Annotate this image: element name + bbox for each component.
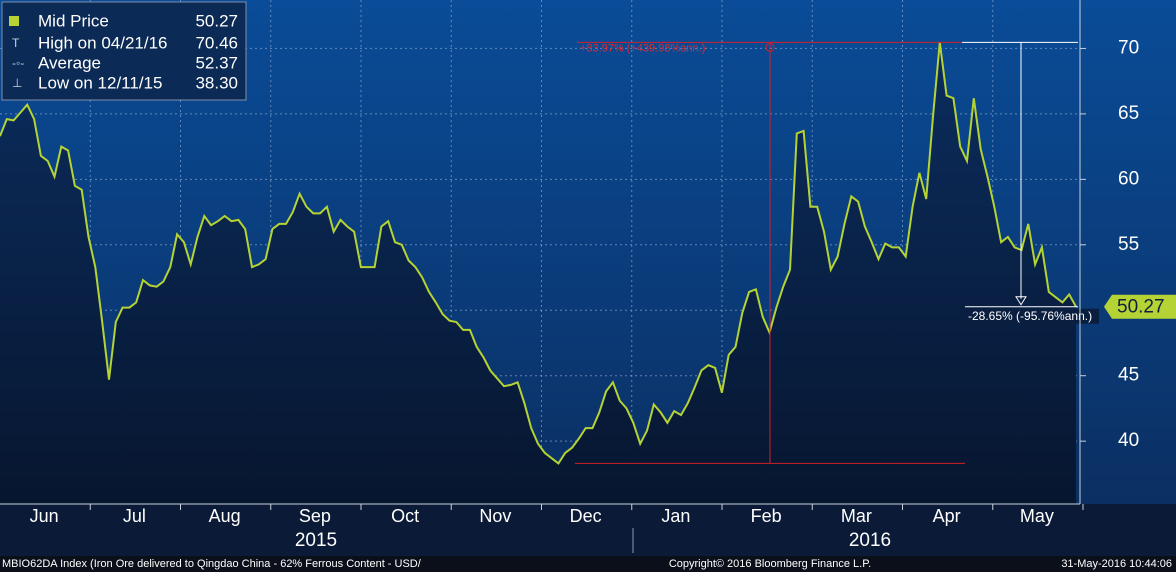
legend-stat-value: 52.37 <box>195 53 238 72</box>
x-tick-label: Feb <box>751 506 782 526</box>
year-label: 2015 <box>295 530 337 551</box>
x-tick-label: Aug <box>209 506 241 526</box>
x-tick-label: Oct <box>391 506 419 526</box>
drop-arrow-head <box>1015 296 1027 306</box>
x-tick-label: Jan <box>661 506 690 526</box>
x-tick-label: Jun <box>30 506 59 526</box>
price-line <box>0 42 1077 465</box>
x-tick-label: Nov <box>479 506 511 526</box>
x-axis-band <box>0 504 1176 556</box>
legend-glyph: T <box>12 36 20 50</box>
legend-stat-value: 38.30 <box>195 73 238 92</box>
y-tick-label: 55 <box>1118 234 1139 255</box>
year-label: 2016 <box>849 530 891 551</box>
legend-glyph: -◦- <box>12 56 24 70</box>
legend-stat-label: Average <box>38 53 101 72</box>
footer-left: MBIO62DA Index (Iron Ore delivered to Qi… <box>2 558 422 570</box>
gain-annotation: +83.97% (+439.98%ann.) <box>580 42 705 54</box>
drop-annotation-box <box>965 308 1099 324</box>
x-tick-label: Jul <box>123 506 146 526</box>
gain-marker <box>765 42 775 52</box>
x-tick-label: Apr <box>933 506 961 526</box>
legend-value: 50.27 <box>195 11 238 30</box>
area-fill <box>0 42 1076 505</box>
legend: Mid Price 50.27 T High on 04/21/16 70.46 -◦- A… <box>1 1 247 101</box>
legend-swatch <box>9 16 19 26</box>
x-tick-label: Dec <box>570 506 602 526</box>
legend-stat-label: High on 04/21/16 <box>38 33 168 52</box>
footer-band <box>0 556 1176 572</box>
y-tick-label: 65 <box>1118 103 1139 124</box>
legend-stat-label: Low on 12/11/15 <box>38 73 162 92</box>
x-tick-label: Sep <box>299 506 331 526</box>
plot: Jun Jul Aug Sep Oct Nov Dec Jan Feb Mar Apr May 2015… <box>0 0 1176 551</box>
footer-right: 31-May-2016 10:44:06 <box>1061 558 1172 570</box>
y-tick-label: 45 <box>1118 365 1139 386</box>
x-tick-label: May <box>1020 506 1054 526</box>
current-value-tag <box>1104 294 1176 319</box>
legend-name: Mid Price <box>38 11 109 30</box>
legend-box <box>1 1 247 101</box>
y-tick-label: 40 <box>1118 430 1139 451</box>
legend-glyph: ⊥ <box>12 76 22 90</box>
y-tick-label: 60 <box>1118 168 1139 189</box>
drop-annotation: -28.65% (-95.76%ann.) <box>968 309 1092 323</box>
current-value-label: 50.27 <box>1117 297 1165 318</box>
x-tick-label: Mar <box>841 506 872 526</box>
legend-stat-value: 70.46 <box>195 33 238 52</box>
footer-center: Copyright© 2016 Bloomberg Finance L.P. <box>669 558 871 570</box>
y-tick-label: 70 <box>1118 37 1139 58</box>
